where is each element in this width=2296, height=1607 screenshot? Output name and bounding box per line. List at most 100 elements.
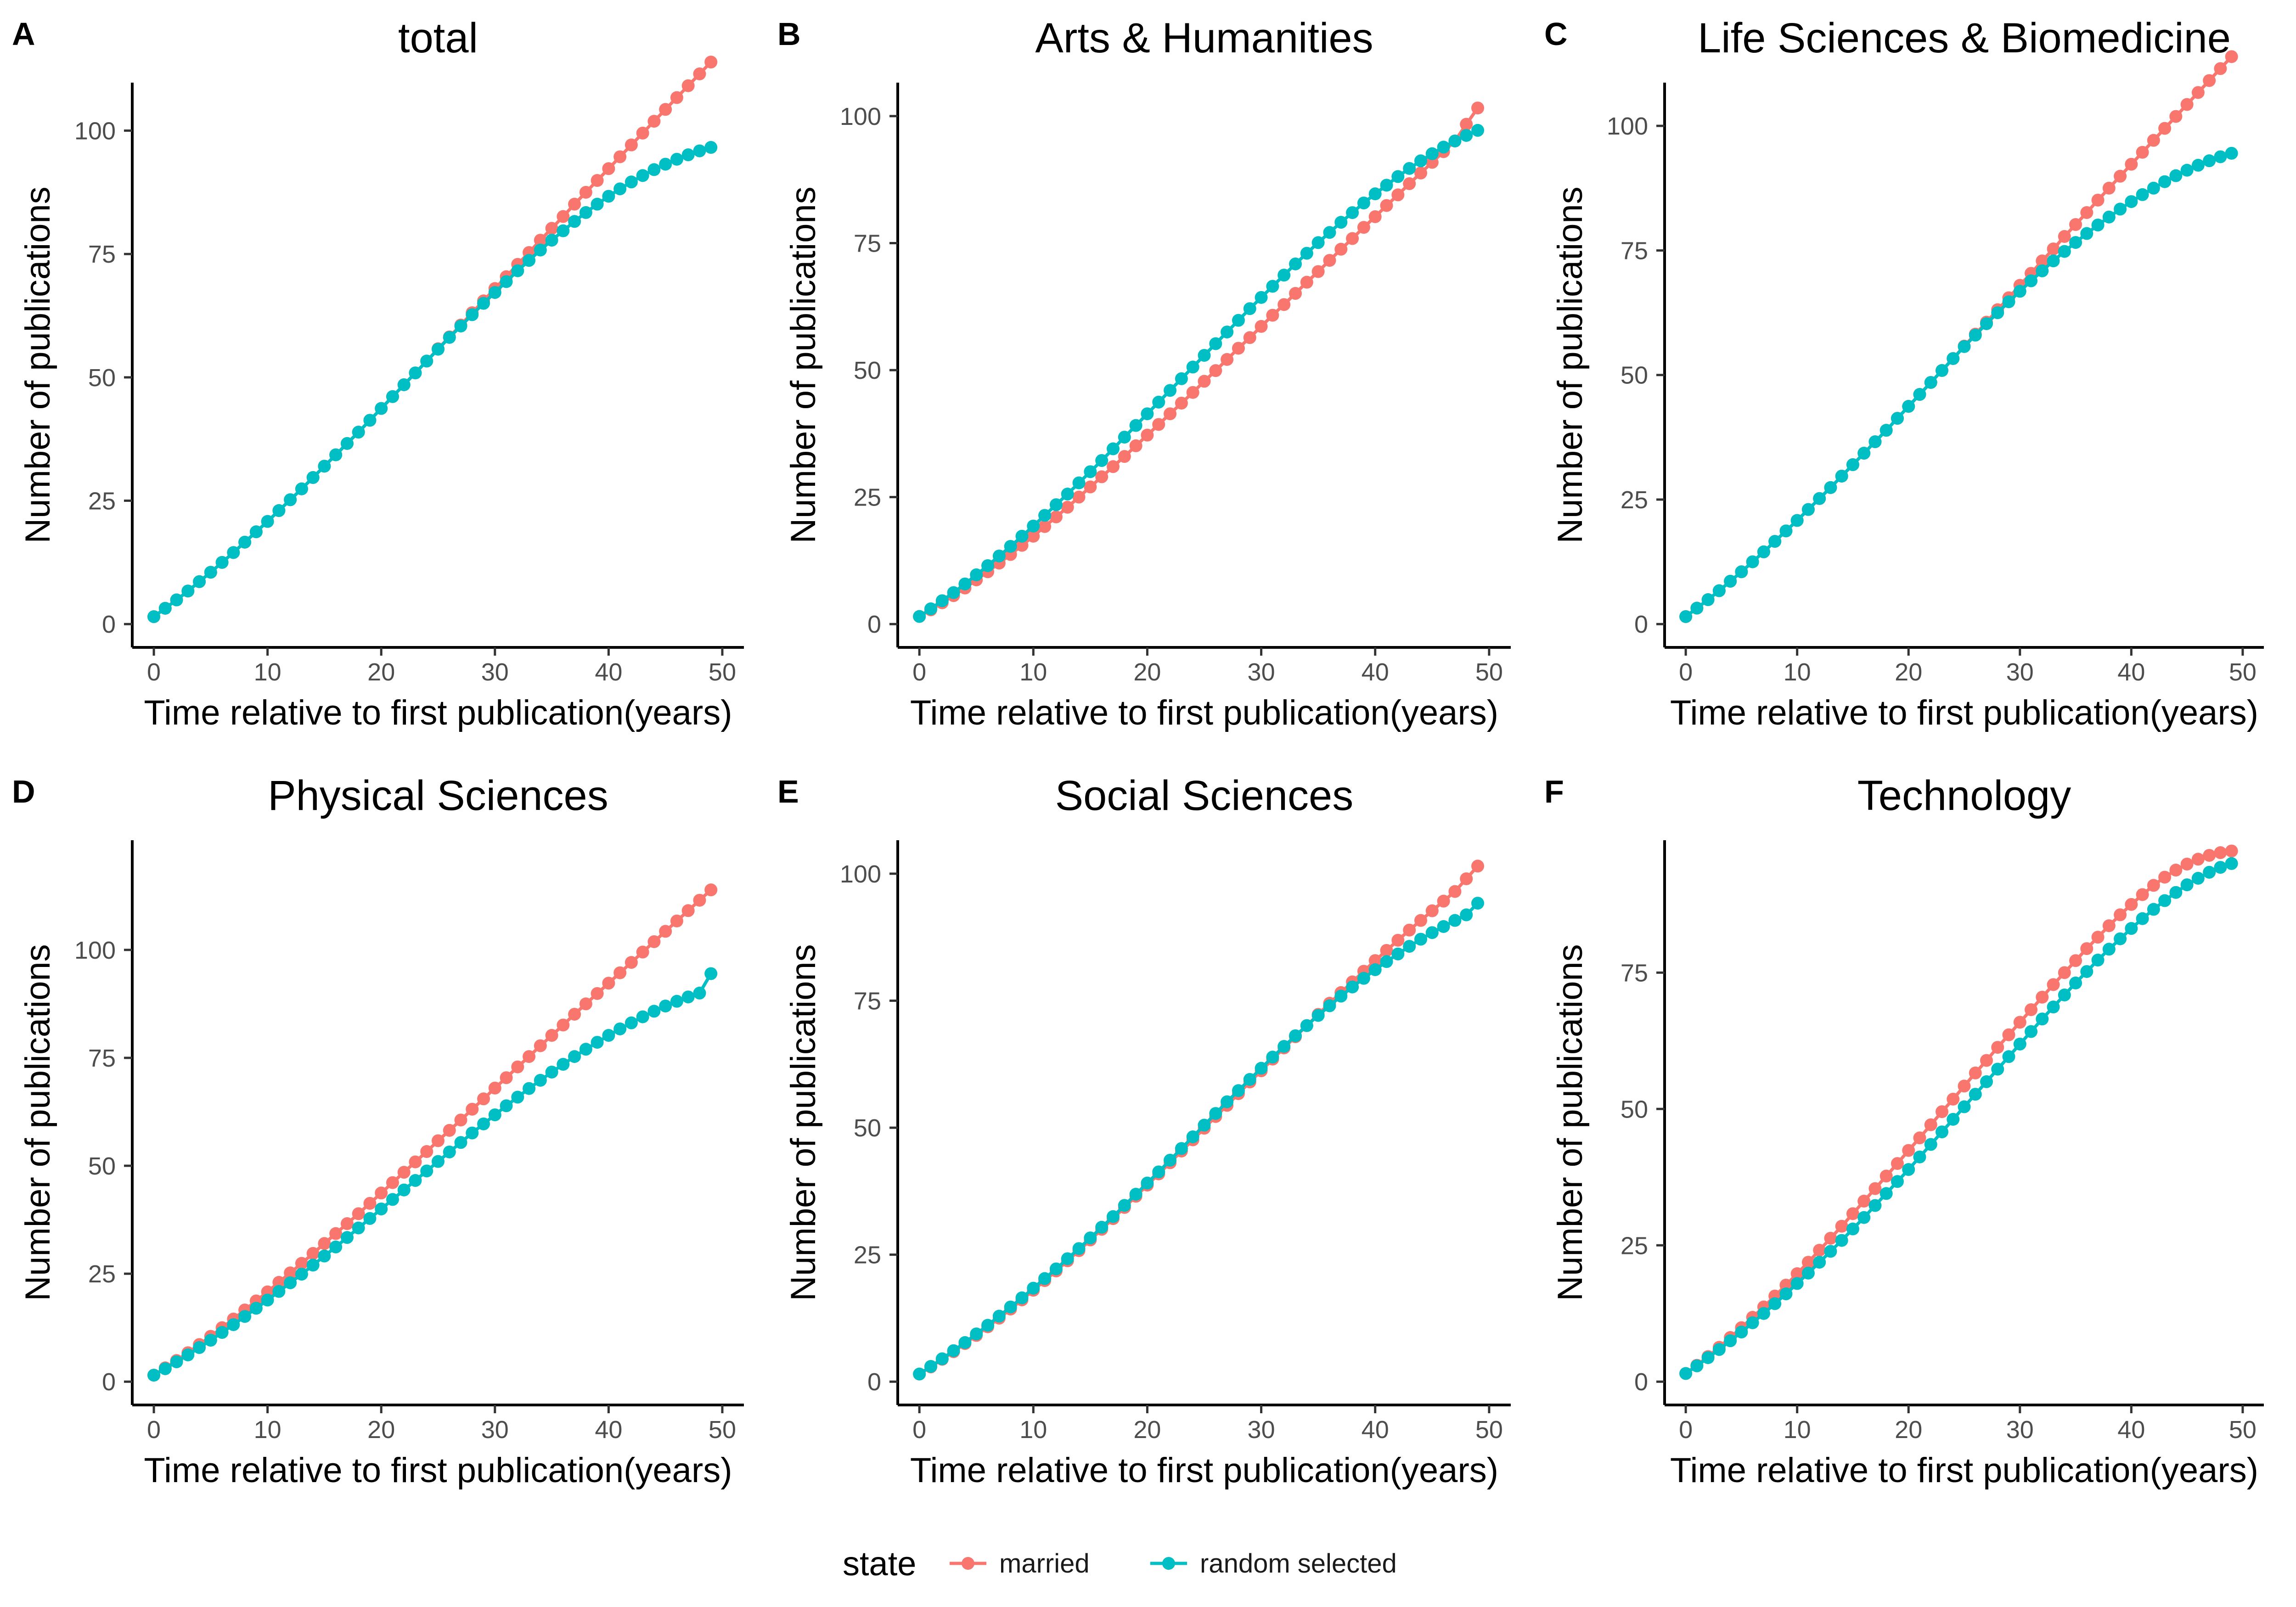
data-point-married [1790, 1267, 1804, 1281]
data-point-random-selected [215, 1326, 229, 1339]
x-tick-label: 40 [595, 1416, 622, 1444]
data-point-married [2180, 857, 2194, 871]
data-point-random-selected [1004, 539, 1017, 553]
data-point-random-selected [2136, 912, 2149, 925]
data-point-married [2158, 871, 2172, 884]
data-point-married [2013, 1016, 2026, 1029]
data-point-married [329, 1227, 343, 1240]
data-point-married [2102, 919, 2116, 933]
data-point-random-selected [1152, 395, 1165, 409]
data-point-married [1084, 480, 1097, 494]
data-point-married [704, 883, 718, 897]
data-point-random-selected [352, 426, 365, 439]
data-point-random-selected [1813, 492, 1826, 505]
data-point-married [1460, 118, 1473, 131]
data-point-random-selected [1790, 1277, 1804, 1290]
x-axis-title: Time relative to first publication(years… [910, 693, 1498, 732]
panel-c: C Life Sciences & Biomedicine 0 10 20 30 40 50 0… [1544, 15, 2264, 732]
data-point-married [1991, 1041, 2004, 1054]
data-point-married [409, 1155, 422, 1169]
y-tick-label: 25 [88, 488, 116, 515]
data-point-married [1255, 320, 1268, 333]
x-tick-label: 40 [2117, 1416, 2145, 1444]
data-point-random-selected [1015, 529, 1029, 543]
data-point-random-selected [420, 354, 433, 368]
data-point-random-selected [1913, 1150, 1926, 1163]
data-point-random-selected [1857, 447, 1871, 460]
data-point-random-selected [2147, 181, 2160, 195]
x-tick-label: 50 [1475, 658, 1503, 686]
panel-title: Social Sciences [1055, 772, 1353, 819]
data-point-married [534, 1039, 547, 1052]
data-point-married [1368, 210, 1382, 223]
data-point-random-selected [681, 990, 695, 1004]
series-line-random-selected [918, 129, 1479, 618]
data-point-random-selected [1095, 1220, 1109, 1234]
data-point-married [1311, 265, 1325, 278]
data-point-random-selected [409, 1174, 422, 1187]
data-point-married [2091, 193, 2105, 207]
data-point-random-selected [1255, 291, 1268, 304]
data-point-random-selected [147, 1369, 161, 1382]
data-point-random-selected [1266, 1051, 1279, 1064]
data-point-married [693, 893, 706, 907]
data-point-random-selected [1015, 1291, 1029, 1304]
data-point-random-selected [488, 1108, 501, 1122]
data-point-random-selected [295, 1268, 308, 1281]
data-point-random-selected [613, 1022, 627, 1035]
y-tick-label: 25 [1621, 486, 1648, 514]
data-point-random-selected [659, 1000, 672, 1013]
data-point-random-selected [1311, 1009, 1325, 1022]
data-point-married [1846, 1207, 1859, 1220]
y-tick-label: 75 [1621, 959, 1648, 987]
data-point-random-selected [352, 1221, 365, 1235]
data-point-married [1141, 428, 1154, 442]
data-point-random-selected [500, 1099, 513, 1113]
data-point-random-selected [249, 525, 263, 539]
data-point-random-selected [1209, 337, 1222, 350]
data-point-married [1334, 242, 1348, 256]
data-point-random-selected [2080, 227, 2093, 240]
data-point-random-selected [2225, 146, 2238, 160]
data-point-random-selected [511, 1090, 524, 1104]
data-point-married [2114, 169, 2127, 183]
data-point-random-selected [1323, 999, 1336, 1012]
series-married [1679, 844, 2238, 1380]
data-point-random-selected [1027, 1281, 1040, 1295]
data-point-married [1164, 407, 1177, 421]
data-point-married [1368, 954, 1382, 967]
data-point-random-selected [913, 1367, 926, 1381]
data-point-married [647, 115, 661, 128]
data-point-random-selected [2191, 158, 2205, 172]
panel-title: Arts & Humanities [1035, 15, 1373, 62]
data-point-married [2136, 146, 2149, 159]
data-point-married [1300, 275, 1313, 289]
data-point-random-selected [363, 414, 377, 427]
data-point-married [466, 1102, 479, 1116]
data-point-random-selected [591, 1036, 604, 1049]
data-point-random-selected [970, 568, 983, 581]
data-point-random-selected [1724, 574, 1737, 588]
data-point-random-selected [295, 482, 308, 495]
data-point-random-selected [1346, 980, 1359, 994]
data-point-random-selected [958, 577, 972, 590]
data-point-random-selected [1357, 197, 1370, 210]
data-point-married [1266, 309, 1279, 322]
data-point-random-selected [534, 1073, 547, 1087]
data-point-random-selected [670, 995, 683, 1008]
data-point-random-selected [935, 594, 949, 607]
data-point-married [2102, 181, 2116, 195]
x-axis-title: Time relative to first publication(years… [910, 1451, 1498, 1490]
x-tick-label: 0 [1679, 1416, 1693, 1444]
data-point-random-selected [375, 1202, 388, 1216]
data-point-married [1380, 944, 1393, 957]
data-point-married [545, 222, 558, 235]
data-point-random-selected [432, 343, 445, 356]
data-point-married [2036, 990, 2049, 1004]
data-point-random-selected [1690, 601, 1704, 615]
data-point-random-selected [1049, 1262, 1063, 1275]
data-point-random-selected [591, 197, 604, 211]
series-married [1679, 50, 2238, 623]
